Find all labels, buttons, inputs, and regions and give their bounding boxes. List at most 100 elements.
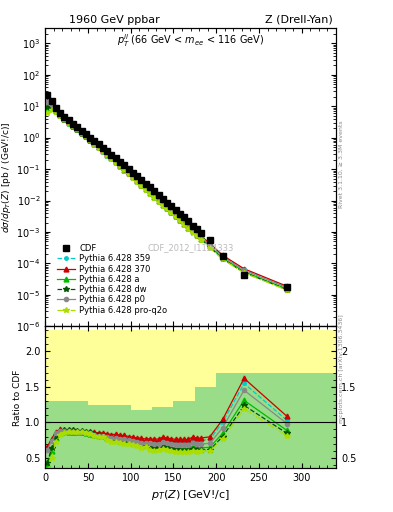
Pythia 6.428 a	[178, 217, 182, 223]
Pythia 6.428 pro-q2o	[143, 187, 148, 193]
Pythia 6.428 pro-q2o	[45, 110, 50, 116]
Pythia 6.428 359	[101, 147, 105, 154]
Line: Pythia 6.428 359: Pythia 6.428 359	[46, 100, 288, 289]
Pythia 6.428 a	[118, 163, 122, 169]
Pythia 6.428 370	[130, 173, 135, 179]
Pythia 6.428 a	[75, 126, 80, 133]
Pythia 6.428 p0	[92, 140, 97, 146]
Pythia 6.428 a	[109, 155, 114, 161]
Pythia 6.428 dw	[105, 152, 110, 158]
Pythia 6.428 359	[58, 112, 62, 118]
Pythia 6.428 pro-q2o	[148, 191, 152, 197]
CDF	[53, 104, 58, 111]
Pythia 6.428 p0	[220, 254, 225, 260]
Pythia 6.428 dw	[130, 175, 135, 181]
Pythia 6.428 370	[190, 226, 195, 232]
Pythia 6.428 pro-q2o	[135, 179, 140, 185]
Pythia 6.428 pro-q2o	[186, 226, 191, 232]
Pythia 6.428 p0	[101, 147, 105, 154]
Pythia 6.428 370	[160, 199, 165, 205]
Pythia 6.428 p0	[242, 267, 246, 273]
Bar	[152, 407, 173, 468]
Pythia 6.428 a	[242, 269, 246, 275]
CDF	[139, 177, 144, 183]
Pythia 6.428 dw	[53, 108, 58, 114]
Bar	[131, 330, 152, 410]
Pythia 6.428 p0	[58, 112, 62, 118]
Pythia 6.428 370	[58, 112, 62, 118]
Pythia 6.428 dw	[71, 122, 75, 129]
Pythia 6.428 p0	[71, 123, 75, 129]
Pythia 6.428 p0	[109, 155, 114, 161]
Pythia 6.428 370	[169, 207, 174, 213]
Pythia 6.428 dw	[186, 225, 191, 231]
Bar	[216, 373, 259, 468]
Pythia 6.428 pro-q2o	[165, 206, 169, 212]
Pythia 6.428 a	[199, 236, 204, 242]
Pythia 6.428 370	[285, 283, 289, 289]
Pythia 6.428 359	[169, 207, 174, 214]
Pythia 6.428 pro-q2o	[88, 137, 92, 143]
Pythia 6.428 370	[118, 161, 122, 167]
Pythia 6.428 p0	[285, 285, 289, 291]
Pythia 6.428 dw	[118, 163, 122, 169]
Pythia 6.428 359	[208, 241, 212, 247]
Text: $p_T^{ll}$ (66 GeV < $m_{ee}$ < 116 GeV): $p_T^{ll}$ (66 GeV < $m_{ee}$ < 116 GeV)	[117, 33, 264, 50]
Pythia 6.428 p0	[199, 234, 204, 241]
Pythia 6.428 dw	[139, 182, 144, 188]
Pythia 6.428 370	[114, 158, 118, 164]
Pythia 6.428 dw	[49, 104, 54, 110]
Pythia 6.428 359	[118, 162, 122, 168]
Pythia 6.428 a	[101, 148, 105, 154]
CDF	[160, 196, 165, 202]
Bar	[173, 401, 195, 468]
Pythia 6.428 a	[169, 209, 174, 216]
Pythia 6.428 p0	[173, 212, 178, 218]
CDF	[45, 92, 50, 98]
Pythia 6.428 pro-q2o	[152, 195, 156, 201]
Pythia 6.428 359	[49, 102, 54, 108]
Pythia 6.428 pro-q2o	[285, 287, 289, 293]
Pythia 6.428 dw	[285, 287, 289, 293]
Pythia 6.428 p0	[66, 119, 71, 125]
Pythia 6.428 370	[173, 211, 178, 217]
Bar	[173, 330, 195, 401]
CDF	[96, 141, 101, 147]
Pythia 6.428 pro-q2o	[169, 210, 174, 217]
Pythia 6.428 a	[62, 116, 67, 122]
Pythia 6.428 p0	[62, 116, 67, 122]
Pythia 6.428 359	[190, 226, 195, 232]
Pythia 6.428 370	[143, 184, 148, 190]
Pythia 6.428 370	[148, 188, 152, 194]
CDF	[135, 173, 140, 179]
Pythia 6.428 359	[126, 169, 131, 176]
Pythia 6.428 p0	[114, 159, 118, 165]
Pythia 6.428 a	[182, 221, 187, 227]
Line: Pythia 6.428 370: Pythia 6.428 370	[45, 99, 289, 289]
CDF	[182, 215, 187, 221]
Pythia 6.428 pro-q2o	[79, 130, 84, 136]
Pythia 6.428 370	[186, 222, 191, 228]
Pythia 6.428 pro-q2o	[208, 245, 212, 251]
Pythia 6.428 pro-q2o	[126, 171, 131, 177]
Pythia 6.428 a	[105, 152, 110, 158]
CDF	[75, 124, 80, 131]
CDF	[165, 200, 169, 206]
Bar	[216, 330, 259, 373]
Pythia 6.428 359	[71, 123, 75, 130]
CDF	[143, 181, 148, 187]
Pythia 6.428 pro-q2o	[58, 113, 62, 119]
Pythia 6.428 370	[135, 177, 140, 183]
Pythia 6.428 pro-q2o	[109, 156, 114, 162]
Pythia 6.428 a	[143, 186, 148, 192]
Pythia 6.428 a	[79, 130, 84, 136]
Pythia 6.428 359	[195, 230, 199, 236]
Pythia 6.428 370	[178, 215, 182, 221]
Pythia 6.428 p0	[169, 208, 174, 215]
Pythia 6.428 359	[148, 189, 152, 195]
Legend: CDF, Pythia 6.428 359, Pythia 6.428 370, Pythia 6.428 a, Pythia 6.428 dw, Pythia: CDF, Pythia 6.428 359, Pythia 6.428 370,…	[55, 243, 169, 316]
Pythia 6.428 pro-q2o	[71, 123, 75, 129]
Pythia 6.428 pro-q2o	[118, 163, 122, 169]
Pythia 6.428 dw	[101, 148, 105, 154]
Pythia 6.428 dw	[96, 144, 101, 150]
